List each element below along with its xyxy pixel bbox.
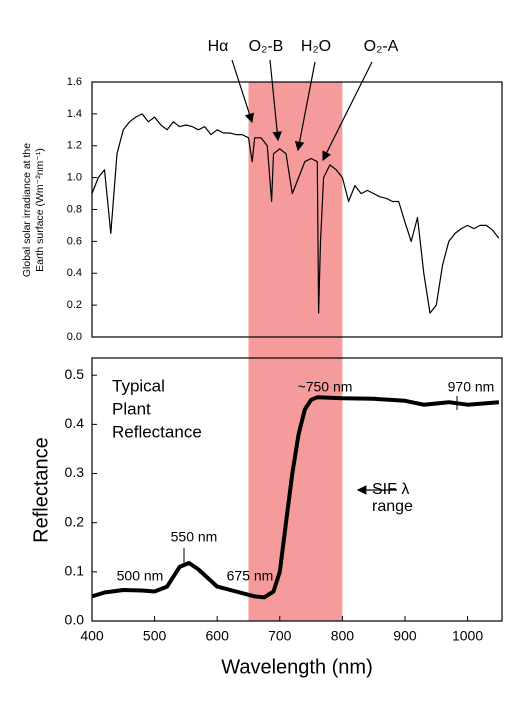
y-tick-label: 0.0 — [65, 612, 85, 628]
y-tick-label: 0.1 — [65, 563, 85, 579]
annotation: 970 nm — [448, 379, 495, 395]
y-axis-label: Earth surface (Wm⁻²nm⁻¹) — [34, 148, 46, 272]
x-tick-label: 800 — [331, 628, 355, 644]
annotation-arrow — [322, 61, 373, 162]
annotation: O₂-B — [249, 38, 284, 55]
sif-band — [248, 82, 343, 621]
annotation: 550 nm — [171, 529, 218, 545]
y-tick-label: 0.3 — [65, 464, 85, 480]
annotation-arrow — [231, 59, 254, 124]
y-tick-label: 0.0 — [67, 331, 82, 343]
annotation: Typical — [112, 376, 165, 395]
annotation: H₂O — [301, 38, 331, 55]
y-tick-label: 1.2 — [67, 140, 82, 152]
annotation: Plant — [112, 399, 151, 418]
data-line — [91, 113, 500, 314]
y-tick-label: 1.4 — [67, 108, 82, 120]
annotation: 675 nm — [227, 568, 274, 584]
y-tick-label: 0.8 — [67, 203, 82, 215]
annotation: range — [372, 498, 413, 515]
y-axis-label: Global solar irradiance at the — [21, 143, 33, 277]
y-axis-label: Reflectance — [30, 437, 52, 543]
y-tick-label: 0.2 — [65, 513, 85, 529]
y-tick-label: 0.4 — [65, 415, 85, 431]
annotation-arrow — [294, 61, 316, 152]
annotation: ~750 nm — [298, 379, 353, 395]
annotation-arrow — [269, 59, 282, 142]
x-axis-label: Wavelength (nm) — [221, 656, 373, 678]
y-tick-label: 0.2 — [67, 299, 82, 311]
annotation: Reflectance — [112, 422, 202, 441]
annotation: O₂-A — [364, 38, 399, 55]
y-tick-label: 1.0 — [67, 172, 82, 184]
x-tick-label: 500 — [143, 628, 167, 644]
annotation: 500 nm — [117, 568, 164, 584]
data-line — [91, 395, 500, 600]
x-tick-label: 400 — [80, 628, 104, 644]
y-tick-label: 1.6 — [67, 76, 82, 88]
annotation: Hα — [208, 38, 229, 55]
x-tick-label: 1000 — [452, 628, 483, 644]
y-tick-label: 0.5 — [65, 366, 85, 382]
x-tick-label: 900 — [393, 628, 417, 644]
x-tick-label: 600 — [206, 628, 230, 644]
y-tick-label: 0.4 — [67, 267, 82, 279]
x-tick-label: 700 — [268, 628, 292, 644]
y-tick-label: 0.6 — [67, 235, 82, 247]
plot-frame — [91, 357, 503, 622]
